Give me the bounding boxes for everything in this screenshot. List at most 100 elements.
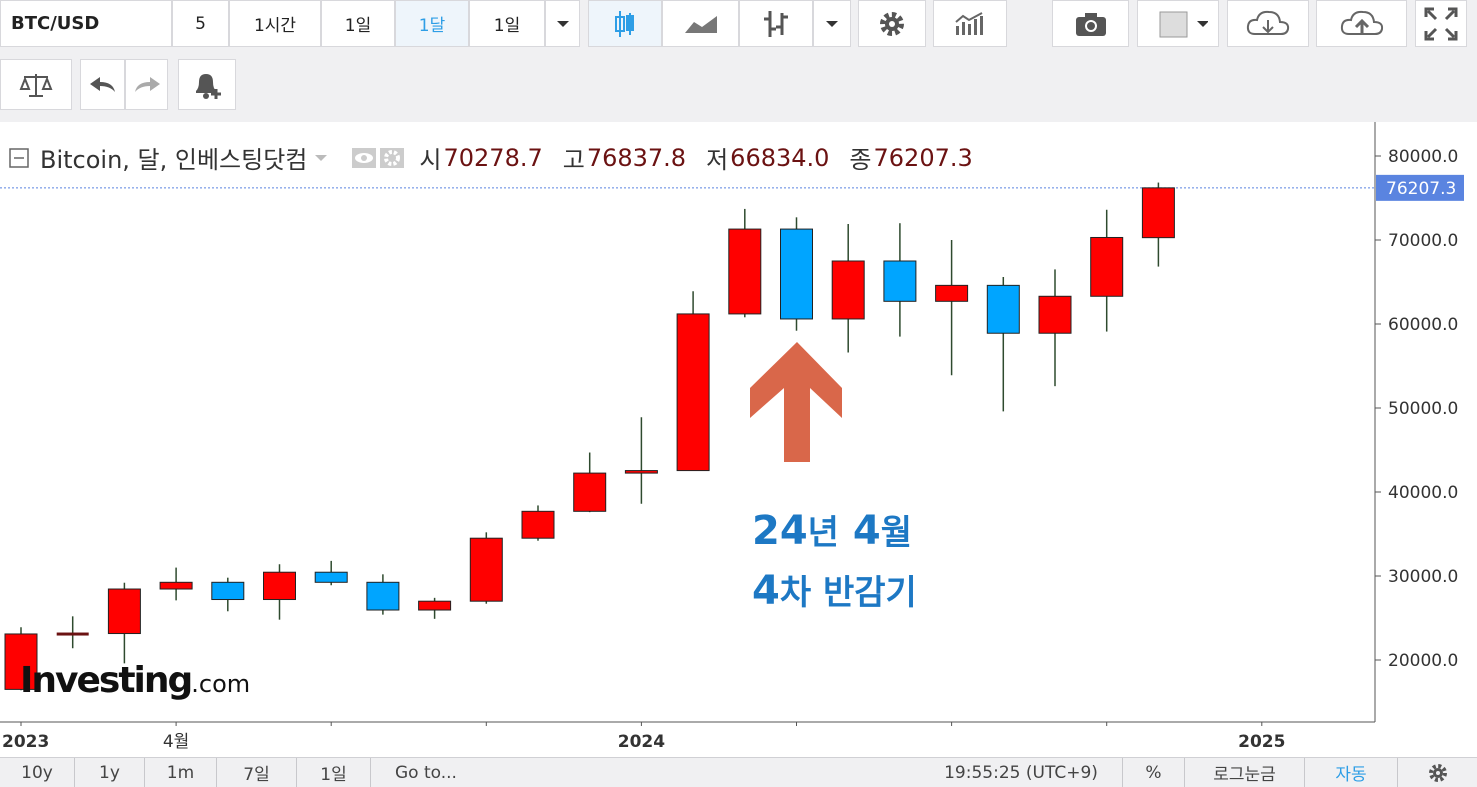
- low-label: 저: [706, 146, 729, 174]
- bar-type-button[interactable]: [739, 0, 813, 47]
- candle-body: [1090, 236, 1124, 297]
- gear-icon: [1428, 763, 1447, 782]
- y-tick-label: 20000.0: [1388, 651, 1458, 671]
- candle-body: [935, 284, 969, 302]
- candle-body: [159, 581, 193, 590]
- close-label: 종: [849, 146, 872, 174]
- y-tick-label: 70000.0: [1388, 231, 1458, 251]
- up-arrow-shape: [750, 342, 842, 462]
- candle-body: [624, 470, 658, 474]
- range-1d-button[interactable]: 1일: [297, 758, 371, 787]
- redo-icon: [134, 76, 160, 92]
- settings-button[interactable]: [858, 0, 926, 47]
- candles-layer: [0, 182, 1375, 691]
- candle-body: [1141, 187, 1175, 239]
- clock-readout: 19:55:25 (UTC+9): [920, 758, 1123, 787]
- cloud-download-icon: [1246, 10, 1290, 35]
- legend-title[interactable]: Bitcoin, 달, 인베스팅닷컴: [40, 146, 308, 174]
- candle-body: [4, 633, 38, 690]
- chevron-down-icon[interactable]: [313, 152, 329, 164]
- price-axis[interactable]: [1375, 122, 1477, 757]
- annotation-line1: 24년 4월: [752, 508, 913, 554]
- halving-annotation: 24년 4월 4차 반감기: [752, 502, 917, 622]
- main-toolbar: BTC/USD 5 1시간 1일 1달 1일: [0, 0, 1477, 48]
- candle-body: [211, 581, 245, 601]
- fullscreen-button[interactable]: [1415, 0, 1467, 47]
- ohlc-bar-icon: [764, 10, 788, 37]
- candlestick-icon: [615, 10, 634, 37]
- undo-button[interactable]: [80, 59, 125, 110]
- indicators-button[interactable]: [933, 0, 1007, 47]
- symbol-selector[interactable]: BTC/USD: [0, 0, 172, 47]
- interval-1h-button[interactable]: 1시간: [229, 0, 321, 47]
- candle-body: [263, 571, 296, 601]
- redo-button[interactable]: [125, 59, 168, 110]
- open-value: 70278.7: [443, 143, 543, 172]
- screenshot-button[interactable]: [1052, 0, 1129, 47]
- interval-dropdown-button[interactable]: [545, 0, 580, 47]
- download-cloud-button[interactable]: [1227, 0, 1309, 47]
- last-price-tag: [1376, 174, 1464, 201]
- annotation-arrow: [750, 342, 842, 462]
- close-value: 76207.3: [873, 143, 973, 172]
- eye-icon[interactable]: [351, 147, 377, 169]
- cloud-upload-icon: [1340, 10, 1383, 35]
- interval-1d-alt-button[interactable]: 1일: [469, 0, 545, 47]
- interval-5-button[interactable]: 5: [172, 0, 229, 47]
- candle-body: [521, 510, 555, 539]
- interval-1month-button[interactable]: 1달: [395, 0, 469, 47]
- high-label: 고: [562, 146, 585, 174]
- area-type-button[interactable]: [662, 0, 739, 47]
- percent-scale-button[interactable]: %: [1123, 758, 1185, 787]
- candle-body: [314, 571, 348, 583]
- open-label: 시: [419, 146, 442, 174]
- log-scale-button[interactable]: 로그눈금: [1185, 758, 1305, 787]
- auto-scale-button[interactable]: 자동: [1305, 758, 1398, 787]
- candle-body: [1038, 295, 1072, 334]
- range-7d-button[interactable]: 7일: [217, 758, 297, 787]
- x-tick-label: 2023: [2, 732, 49, 752]
- candle-body: [573, 472, 607, 512]
- x-axis-ticks: 2023 4월 2024 2025: [0, 721, 1375, 752]
- y-tick-label: 50000.0: [1388, 399, 1458, 419]
- last-price-label: 76207.3: [1386, 179, 1456, 199]
- annotation-line2: 4차 반감기: [752, 568, 917, 614]
- time-axis[interactable]: [0, 722, 1375, 757]
- chart-type-dropdown-button[interactable]: [813, 0, 851, 47]
- range-1m-button[interactable]: 1m: [145, 758, 217, 787]
- y-tick-label: 30000.0: [1388, 567, 1458, 587]
- compare-button[interactable]: [0, 59, 72, 110]
- y-tick-label: 60000.0: [1388, 315, 1458, 335]
- gear-icon[interactable]: [379, 147, 405, 169]
- y-axis-ticks: 20000.0 30000.0 40000.0 50000.0 60000.0 70000…: [1374, 122, 1464, 722]
- scale-balance-icon: [19, 73, 53, 97]
- range-10y-button[interactable]: 10y: [0, 758, 75, 787]
- candle-body: [107, 588, 141, 635]
- bottom-bar: 10y 1y 1m 7일 1일 Go to... 19:55:25 (UTC+9…: [0, 757, 1477, 787]
- alert-button[interactable]: [178, 59, 236, 110]
- candle-body: [831, 260, 865, 320]
- candlestick-type-button[interactable]: [588, 0, 662, 47]
- low-value: 66834.0: [730, 143, 830, 172]
- camera-icon: [1075, 12, 1106, 36]
- candle-body: [676, 313, 710, 472]
- candle-body: [56, 632, 89, 636]
- range-1y-button[interactable]: 1y: [75, 758, 145, 787]
- indicators-icon: [955, 11, 983, 35]
- goto-date-button[interactable]: Go to...: [395, 762, 457, 783]
- axis-settings-button[interactable]: [1398, 758, 1477, 787]
- interval-1d-button[interactable]: 1일: [321, 0, 395, 47]
- x-tick-label: 2025: [1238, 732, 1285, 752]
- collapse-icon[interactable]: [8, 147, 30, 169]
- x-tick-label: 2024: [618, 732, 665, 752]
- area-chart-icon: [684, 15, 717, 33]
- y-tick-label: 80000.0: [1388, 147, 1458, 167]
- candle-body: [366, 581, 400, 611]
- candle-body: [986, 284, 1020, 334]
- color-picker-button[interactable]: [1137, 0, 1219, 47]
- candle-body: [780, 228, 813, 320]
- candle-body: [469, 537, 503, 602]
- upload-cloud-button[interactable]: [1316, 0, 1407, 47]
- chevron-down-icon: [556, 20, 569, 27]
